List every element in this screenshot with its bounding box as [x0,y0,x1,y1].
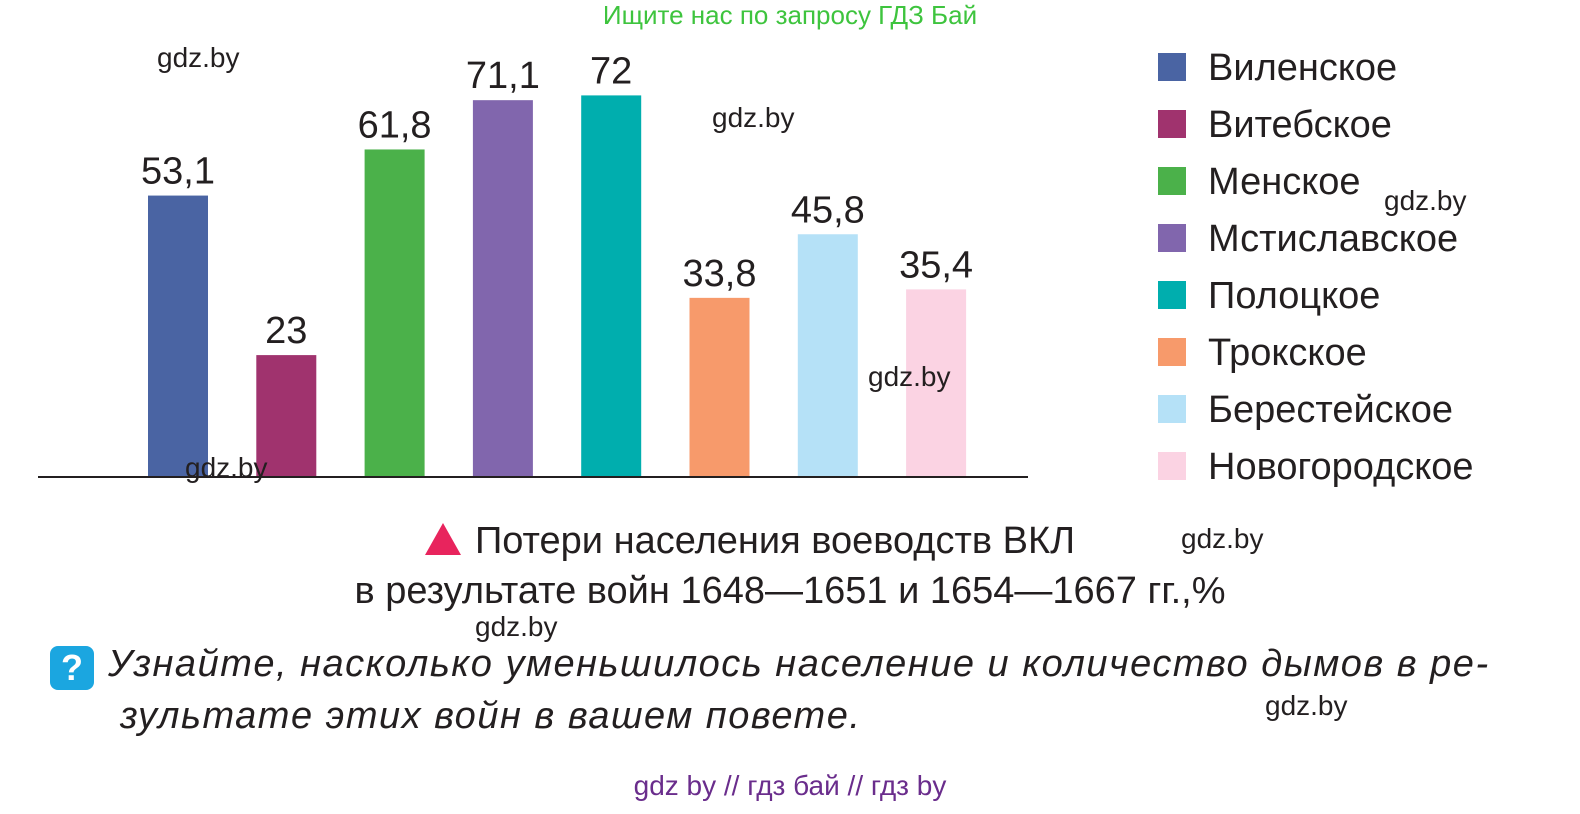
legend-label: Трокское [1208,332,1367,374]
legend-swatch [1158,281,1186,309]
legend-swatch [1158,167,1186,195]
bar-7 [797,234,858,477]
watermark: gdz.by [475,611,558,642]
watermark: gdz.by [185,452,268,483]
legend-swatch [1158,110,1186,138]
watermark: gdz.by [712,102,795,133]
legend-swatch [1158,53,1186,81]
value-label-3: 61,8 [358,104,432,146]
legend-label: Витебское [1208,104,1392,146]
value-label-8: 35,4 [899,244,973,286]
question-icon: ? [50,646,94,690]
bar-chart: 53,1 23 61,8 71,1 72 33,8 45,8 35,4 [38,50,1028,478]
value-label-1: 53,1 [141,151,215,193]
legend-label: Виленское [1208,47,1398,89]
footer-watermark: gdz by // гдз бай // гдз by [633,770,947,801]
bar-1 [148,195,208,477]
bar-3 [364,149,425,477]
bar-5 [581,95,642,478]
watermark: gdz.by [1265,690,1348,721]
legend-label: Полоцкое [1208,275,1381,317]
question-text: Узнайте, насколько уменьшилось население… [108,643,1490,737]
top-banner: Ищите нас по запросу ГДЗ Бай [602,0,978,30]
value-label-2: 23 [265,310,307,352]
legend-swatch [1158,452,1186,480]
legend-label: Менское [1208,161,1361,203]
legend-swatch [1158,224,1186,252]
legend-label: Берестейское [1208,389,1453,431]
bars-group [148,95,967,478]
bar-8 [906,289,967,477]
legend-swatch [1158,338,1186,366]
chart-caption: Потери населения воеводств ВКЛ в результ… [0,516,1580,616]
value-labels-group: 53,1 23 61,8 71,1 72 33,8 45,8 35,4 [141,50,973,352]
legend-label: Мстиславское [1208,218,1459,260]
bar-4 [472,100,533,478]
watermark: gdz.by [1384,185,1467,216]
triangle-icon [424,522,461,555]
chart-subtitle: в результате войн 1648—1651 и 1654—1667 … [354,570,1226,612]
value-label-7: 45,8 [791,189,865,231]
bar-6 [689,297,750,477]
bar-2 [256,355,317,477]
legend-label: Новогородское [1208,446,1474,488]
watermark: gdz.by [1181,523,1264,554]
value-label-6: 33,8 [683,253,757,295]
chart-title: Потери населения воеводств ВКЛ [474,520,1076,562]
value-label-5: 72 [590,50,632,92]
watermark: gdz.by [157,42,240,73]
watermark: gdz.by [868,361,951,392]
legend-swatch [1158,395,1186,423]
value-label-4: 71,1 [466,55,540,97]
